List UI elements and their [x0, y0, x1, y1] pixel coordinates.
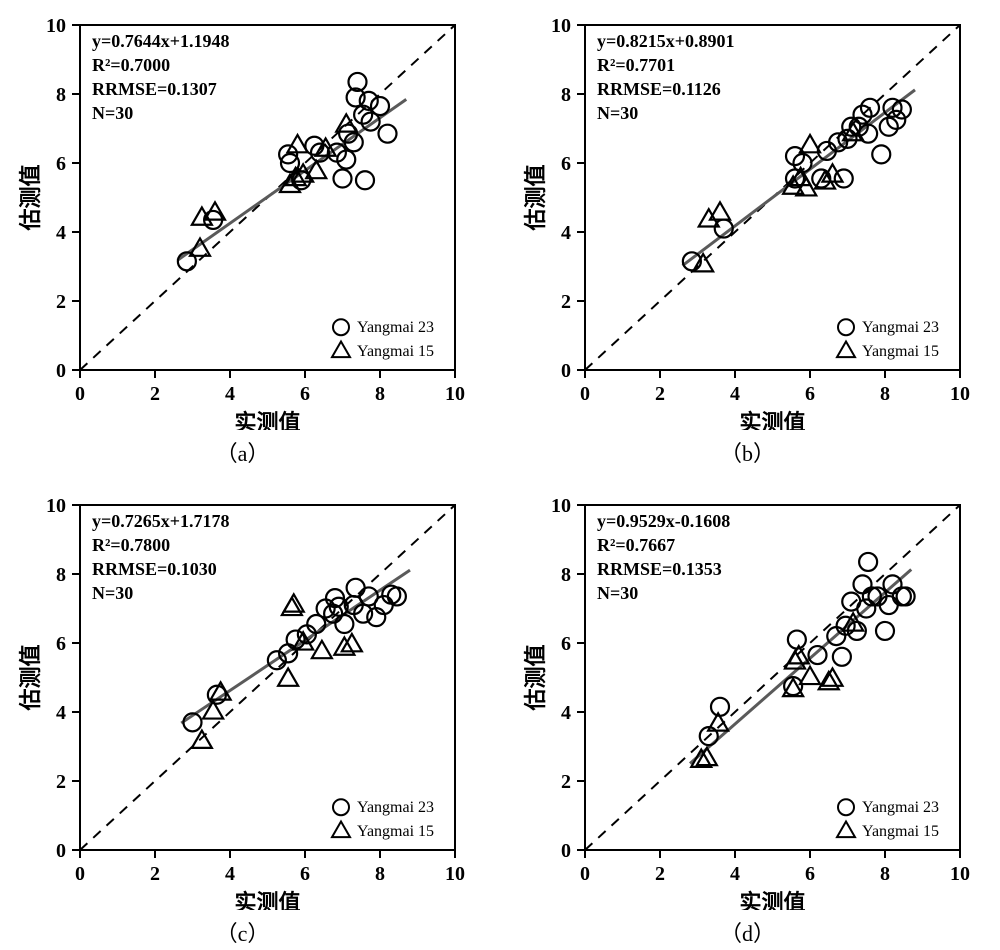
legend-label: Yangmai 15 — [357, 343, 434, 360]
legend-label: Yangmai 15 — [862, 343, 939, 360]
legend-label: Yangmai 23 — [862, 319, 939, 336]
panel-d: 0 2 4 6 8 10 0 2 4 6 8 10 实测值 估测值 y=0.9529x-0.1608 R²=0… — [520, 490, 975, 950]
svg-text:6: 6 — [300, 863, 310, 885]
y-axis-label: 估测值 — [18, 644, 43, 711]
y-axis-label: 估测值 — [523, 164, 548, 231]
svg-text:8: 8 — [375, 863, 385, 885]
svg-text:8: 8 — [880, 383, 890, 405]
svg-text:0: 0 — [75, 383, 85, 405]
x-axis-label: 实测值 — [739, 890, 805, 910]
svg-text:6: 6 — [805, 383, 815, 405]
svg-text:2: 2 — [150, 863, 160, 885]
svg-text:2: 2 — [655, 383, 665, 405]
chart-svg-b: 0 2 4 6 8 10 0 2 4 6 8 10 实测值 估测值 y=0.8215x+0.8901 R²=0… — [520, 10, 975, 430]
svg-text:4: 4 — [225, 863, 235, 885]
svg-text:8: 8 — [880, 863, 890, 885]
x-axis-label: 实测值 — [739, 410, 805, 430]
legend-label: Yangmai 23 — [357, 319, 434, 336]
stats-line: N=30 — [597, 583, 638, 603]
svg-text:4: 4 — [56, 222, 66, 244]
svg-text:0: 0 — [580, 383, 590, 405]
svg-text:2: 2 — [56, 771, 66, 793]
stats-line: R²=0.7000 — [92, 55, 170, 75]
svg-text:10: 10 — [445, 383, 465, 405]
svg-text:4: 4 — [56, 702, 66, 724]
svg-text:2: 2 — [56, 291, 66, 313]
stats-line: y=0.9529x-0.1608 — [597, 511, 730, 531]
svg-text:8: 8 — [56, 84, 66, 106]
svg-text:8: 8 — [375, 383, 385, 405]
svg-text:4: 4 — [561, 222, 571, 244]
stats-line: y=0.7265x+1.7178 — [92, 511, 230, 531]
legend-label: Yangmai 23 — [357, 799, 434, 816]
svg-text:2: 2 — [561, 771, 571, 793]
svg-text:10: 10 — [46, 15, 66, 37]
stats-line: y=0.8215x+0.8901 — [597, 31, 735, 51]
svg-text:2: 2 — [561, 291, 571, 313]
stats-line: RRMSE=0.1126 — [597, 79, 721, 99]
panel-caption-a: （a） — [15, 436, 470, 468]
stats-line: RRMSE=0.1030 — [92, 559, 217, 579]
chart-svg-a: 0 2 4 6 8 10 0 2 4 6 8 10 实测值 估测值 y=0.7644x+1.1948 R²=0… — [15, 10, 470, 430]
svg-text:6: 6 — [561, 633, 571, 655]
svg-text:0: 0 — [580, 863, 590, 885]
stats-line: R²=0.7800 — [92, 535, 170, 555]
svg-text:4: 4 — [225, 383, 235, 405]
y-axis-label: 估测值 — [18, 164, 43, 231]
svg-text:0: 0 — [561, 840, 571, 862]
legend-label: Yangmai 15 — [862, 823, 939, 840]
panel-caption-b: （b） — [520, 436, 975, 468]
panel-caption-d: （d） — [520, 916, 975, 948]
stats-line: N=30 — [597, 103, 638, 123]
svg-text:10: 10 — [551, 15, 571, 37]
svg-text:10: 10 — [551, 495, 571, 517]
svg-text:8: 8 — [561, 84, 571, 106]
svg-text:0: 0 — [561, 360, 571, 382]
svg-text:10: 10 — [445, 863, 465, 885]
svg-text:8: 8 — [561, 564, 571, 586]
svg-text:2: 2 — [655, 863, 665, 885]
chart-svg-d: 0 2 4 6 8 10 0 2 4 6 8 10 实测值 估测值 y=0.9529x-0.1608 R²=0… — [520, 490, 975, 910]
svg-text:6: 6 — [561, 153, 571, 175]
x-axis-label: 实测值 — [234, 890, 300, 910]
legend-label: Yangmai 15 — [357, 823, 434, 840]
stats-line: N=30 — [92, 103, 133, 123]
panel-a: 0 2 4 6 8 10 0 2 4 6 8 10 实测值 估测值 y=0.7644x+1.1948 R²=0… — [15, 10, 470, 470]
svg-text:10: 10 — [950, 383, 970, 405]
panel-caption-c: （c） — [15, 916, 470, 948]
svg-text:4: 4 — [730, 383, 740, 405]
svg-text:10: 10 — [46, 495, 66, 517]
svg-text:4: 4 — [730, 863, 740, 885]
stats-line: y=0.7644x+1.1948 — [92, 31, 230, 51]
stats-line: N=30 — [92, 583, 133, 603]
svg-text:0: 0 — [75, 863, 85, 885]
svg-text:2: 2 — [150, 383, 160, 405]
figure-grid: 02468100246810实测值估测值y=0.7644x+1.1948R²=0… — [0, 0, 1000, 931]
chart-svg-c: 0 2 4 6 8 10 0 2 4 6 8 10 实测值 估测值 y=0.7265x+1.7178 R²=0… — [15, 490, 470, 910]
svg-text:6: 6 — [56, 153, 66, 175]
panel-c: 0 2 4 6 8 10 0 2 4 6 8 10 实测值 估测值 y=0.7265x+1.7178 R²=0… — [15, 490, 470, 950]
stats-line: R²=0.7667 — [597, 535, 675, 555]
panel-b: 0 2 4 6 8 10 0 2 4 6 8 10 实测值 估测值 y=0.8215x+0.8901 R²=0… — [520, 10, 975, 470]
svg-text:0: 0 — [56, 360, 66, 382]
svg-text:6: 6 — [805, 863, 815, 885]
legend-label: Yangmai 23 — [862, 799, 939, 816]
stats-line: RRMSE=0.1307 — [92, 79, 217, 99]
stats-line: R²=0.7701 — [597, 55, 675, 75]
svg-text:8: 8 — [56, 564, 66, 586]
svg-text:6: 6 — [56, 633, 66, 655]
svg-text:4: 4 — [561, 702, 571, 724]
y-axis-label: 估测值 — [523, 644, 548, 711]
svg-text:6: 6 — [300, 383, 310, 405]
svg-text:0: 0 — [56, 840, 66, 862]
svg-text:10: 10 — [950, 863, 970, 885]
stats-line: RRMSE=0.1353 — [597, 559, 722, 579]
x-axis-label: 实测值 — [234, 410, 300, 430]
